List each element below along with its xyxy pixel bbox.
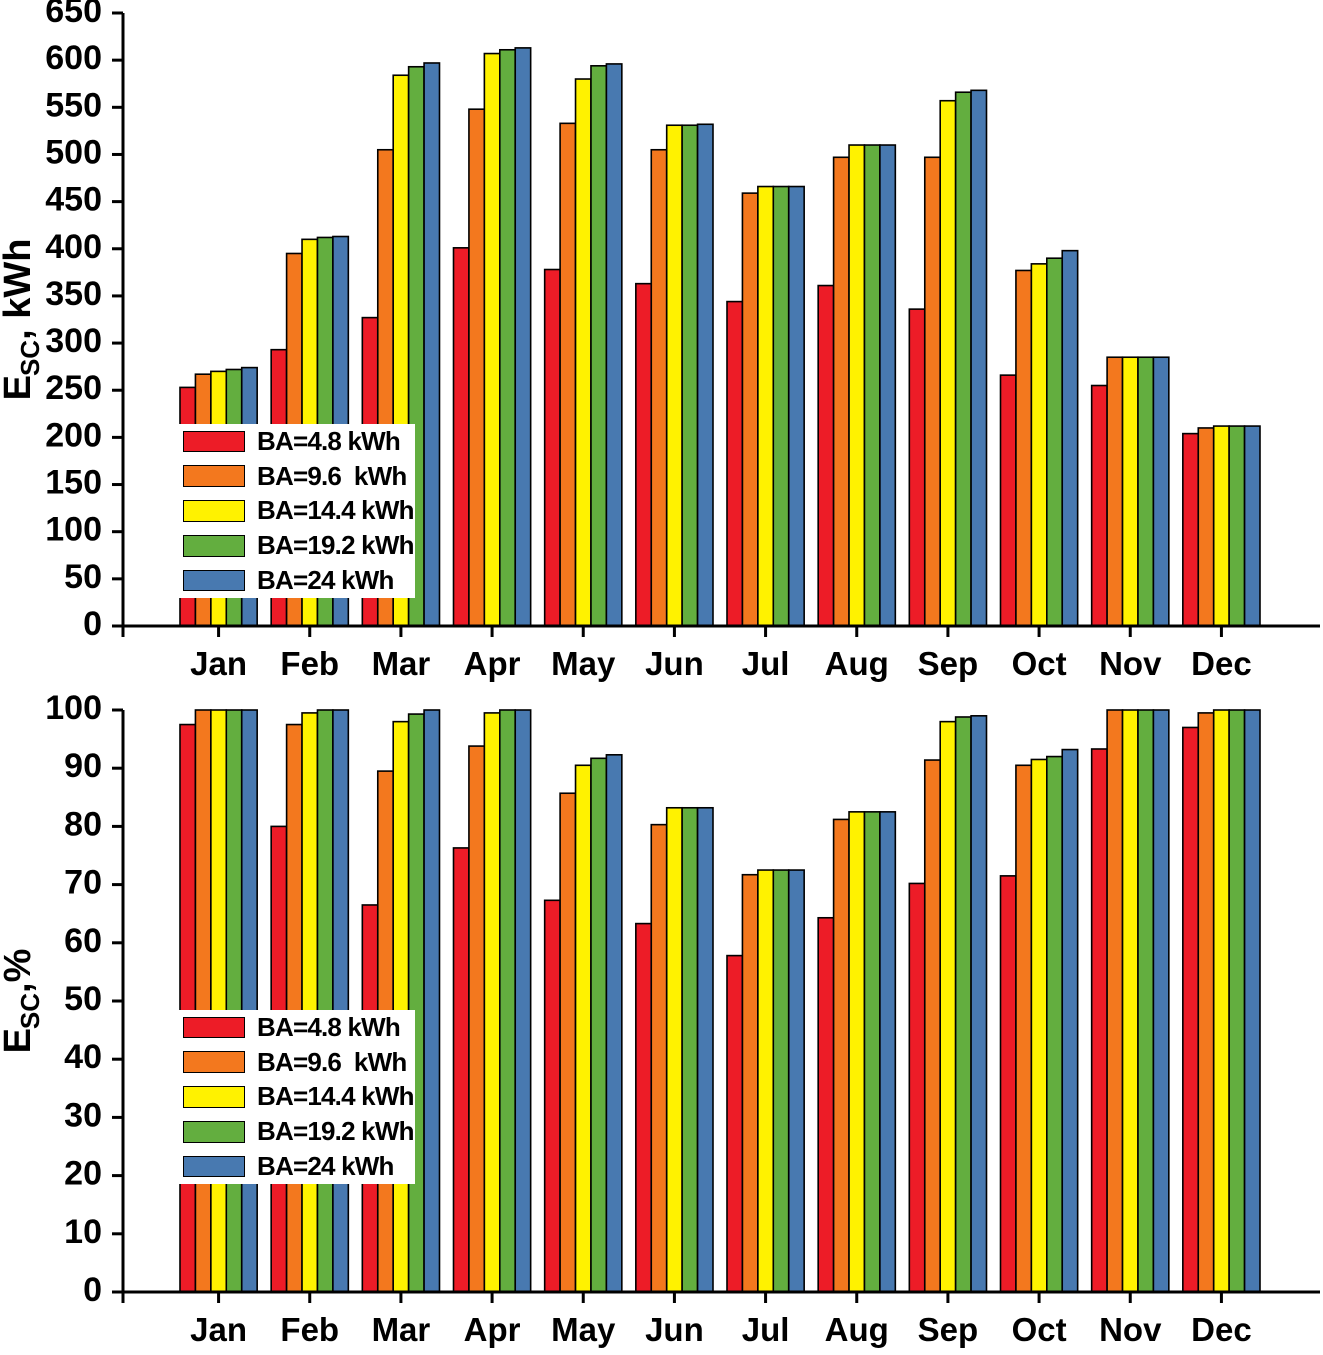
svg-text:Dec: Dec [1191, 1311, 1252, 1348]
svg-text:150: 150 [45, 464, 102, 502]
svg-text:ESC,%: ESC,% [0, 949, 45, 1054]
svg-text:60: 60 [64, 922, 102, 960]
svg-text:200: 200 [45, 416, 102, 454]
svg-text:Feb: Feb [280, 645, 339, 682]
svg-text:Feb: Feb [280, 1311, 339, 1348]
svg-text:Dec: Dec [1191, 645, 1252, 682]
svg-text:May: May [551, 645, 616, 682]
svg-text:350: 350 [45, 275, 102, 313]
svg-text:550: 550 [45, 86, 102, 124]
svg-text:10: 10 [64, 1213, 102, 1251]
svg-text:Mar: Mar [372, 645, 431, 682]
svg-text:500: 500 [45, 133, 102, 171]
svg-text:300: 300 [45, 322, 102, 360]
svg-text:Aug: Aug [825, 1311, 889, 1348]
svg-text:Jan: Jan [190, 1311, 247, 1348]
svg-text:Jul: Jul [742, 1311, 790, 1348]
svg-text:Nov: Nov [1099, 645, 1162, 682]
svg-text:100: 100 [45, 689, 102, 727]
svg-text:Sep: Sep [918, 1311, 979, 1348]
svg-text:Mar: Mar [372, 1311, 431, 1348]
svg-text:Sep: Sep [918, 645, 979, 682]
svg-text:Jul: Jul [742, 645, 790, 682]
svg-text:Jun: Jun [645, 1311, 704, 1348]
svg-text:650: 650 [45, 0, 102, 30]
svg-text:May: May [551, 1311, 616, 1348]
svg-text:0: 0 [83, 1271, 102, 1309]
svg-text:Apr: Apr [464, 645, 521, 682]
svg-text:250: 250 [45, 369, 102, 407]
svg-text:80: 80 [64, 805, 102, 843]
svg-text:ESC, kWh: ESC, kWh [0, 239, 45, 401]
svg-text:0: 0 [83, 605, 102, 643]
svg-text:Jan: Jan [190, 645, 247, 682]
svg-text:100: 100 [45, 511, 102, 549]
svg-text:600: 600 [45, 39, 102, 77]
svg-text:Apr: Apr [464, 1311, 521, 1348]
svg-text:Jun: Jun [645, 645, 704, 682]
svg-text:50: 50 [64, 980, 102, 1018]
svg-text:450: 450 [45, 181, 102, 219]
svg-text:20: 20 [64, 1155, 102, 1193]
svg-text:Oct: Oct [1012, 645, 1067, 682]
svg-text:Aug: Aug [825, 645, 889, 682]
svg-text:40: 40 [64, 1038, 102, 1076]
svg-text:30: 30 [64, 1096, 102, 1134]
svg-text:Nov: Nov [1099, 1311, 1162, 1348]
svg-text:70: 70 [64, 864, 102, 902]
svg-text:90: 90 [64, 747, 102, 785]
svg-text:Oct: Oct [1012, 1311, 1067, 1348]
svg-text:400: 400 [45, 228, 102, 266]
svg-text:50: 50 [64, 558, 102, 596]
